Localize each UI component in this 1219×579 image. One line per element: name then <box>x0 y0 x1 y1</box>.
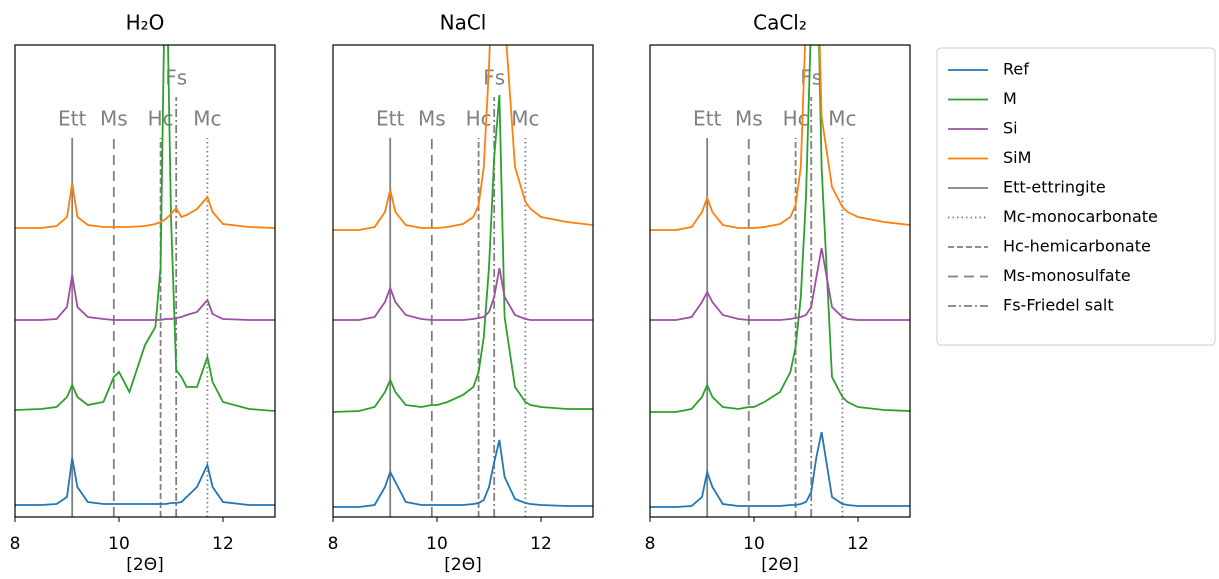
series-line <box>333 94 593 413</box>
legend-label: SiM <box>1003 148 1031 167</box>
x-tick-label: 12 <box>212 534 234 554</box>
series-line <box>15 457 275 506</box>
reference-label: Ms <box>735 107 763 131</box>
x-tick-label: 8 <box>645 534 656 554</box>
legend-label: Hc-hemicarbonate <box>1003 237 1151 256</box>
series-line <box>15 274 275 321</box>
reference-label: Fs <box>800 66 822 90</box>
reference-label: Ett <box>376 107 404 131</box>
series-line <box>333 267 593 321</box>
x-tick-label: 12 <box>530 534 552 554</box>
legend-frame <box>936 47 1216 346</box>
legend-label: Ref <box>1003 60 1029 79</box>
legend-label: Ett-ettringite <box>1003 178 1106 197</box>
x-tick-label: 12 <box>847 534 869 554</box>
series-line <box>650 45 910 413</box>
panel: CaCl₂ Ett Mc Hc Ms Fs 8 10 12 [2Θ] <box>645 11 911 575</box>
plot-frame <box>332 44 594 518</box>
series-line <box>15 182 275 229</box>
x-tick-label: 10 <box>426 534 448 554</box>
x-tick-label: 10 <box>743 534 765 554</box>
series-line <box>333 439 593 508</box>
x-tick-label: 8 <box>328 534 339 554</box>
legend-label: M <box>1003 89 1017 108</box>
reference-label: Ett <box>58 107 86 131</box>
panel: NaCl Ett Mc Hc Ms Fs 8 10 12 [2Θ] <box>328 11 594 575</box>
reference-label: Hc <box>466 107 492 131</box>
reference-label: Ms <box>100 107 128 131</box>
reference-label: Hc <box>783 107 809 131</box>
panel-title: NaCl <box>440 11 487 35</box>
reference-label: Ett <box>693 107 721 131</box>
legend-label: Si <box>1003 119 1018 138</box>
legend-label: Ms-monosulfate <box>1003 266 1131 285</box>
legend-label: Fs-Friedel salt <box>1003 296 1114 315</box>
panel-title: CaCl₂ <box>753 11 807 35</box>
reference-label: Fs <box>165 66 187 90</box>
plot-frame <box>649 44 911 518</box>
x-axis-label: [2Θ] <box>444 555 481 575</box>
reference-label: Ms <box>418 107 446 131</box>
reference-label: Fs <box>483 66 505 90</box>
x-axis-label: [2Θ] <box>761 555 798 575</box>
plot-frame <box>14 44 276 518</box>
series-line <box>333 45 593 231</box>
reference-label: Mc <box>511 107 539 131</box>
reference-label: Mc <box>193 107 221 131</box>
series-line <box>15 45 275 412</box>
series-line <box>650 247 910 321</box>
legend: Ref M Si SiM Ett-ettringite Mc-monocarbonate H… <box>936 47 1216 346</box>
series-line <box>650 431 910 508</box>
x-tick-label: 8 <box>10 534 21 554</box>
x-axis-label: [2Θ] <box>126 555 163 575</box>
legend-label: Mc-monocarbonate <box>1003 207 1158 226</box>
x-tick-label: 10 <box>108 534 130 554</box>
series-line <box>650 45 910 231</box>
reference-label: Mc <box>828 107 856 131</box>
panel-title: H₂O <box>126 11 165 35</box>
